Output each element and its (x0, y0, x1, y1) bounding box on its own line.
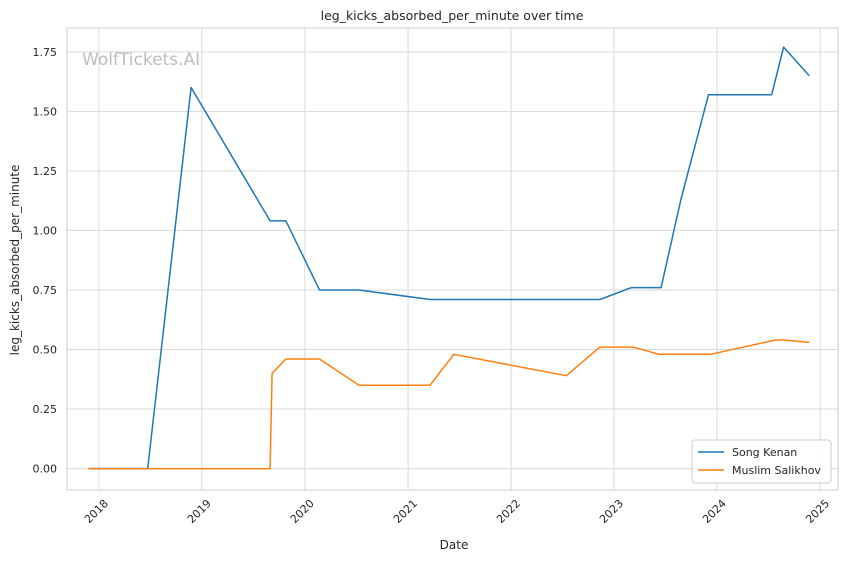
y-tick-label: 1.00 (33, 224, 58, 237)
plot-area-frame (66, 27, 839, 491)
y-tick-label: 1.25 (33, 165, 58, 178)
chart-title: leg_kicks_absorbed_per_minute over time (321, 8, 584, 23)
legend-label-song-kenan: Song Kenan (732, 446, 797, 459)
legend: Song Kenan Muslim Salikhov (691, 439, 832, 484)
series-lines (88, 46, 810, 470)
watermark: WolfTickets.AI (82, 50, 200, 70)
legend-box (691, 439, 832, 484)
series-line-muslim-salikhov (88, 339, 810, 470)
legend-label-muslim-salikhov: Muslim Salikhov (732, 464, 821, 477)
y-tick-label: 1.75 (33, 46, 58, 59)
y-tick-label: 0.00 (33, 463, 58, 476)
x-axis-title: Date (440, 538, 469, 552)
y-axis-ticks: 0.00 0.25 0.50 0.75 1.00 1.25 1.50 1.75 (33, 46, 58, 476)
y-tick-label: 0.75 (33, 284, 58, 297)
y-tick-label: 0.25 (33, 403, 58, 416)
series-line-song-kenan (88, 46, 810, 470)
y-axis-title: leg_kicks_absorbed_per_minute (8, 165, 22, 356)
y-tick-label: 0.50 (33, 343, 58, 356)
y-tick-label: 1.50 (33, 105, 58, 118)
